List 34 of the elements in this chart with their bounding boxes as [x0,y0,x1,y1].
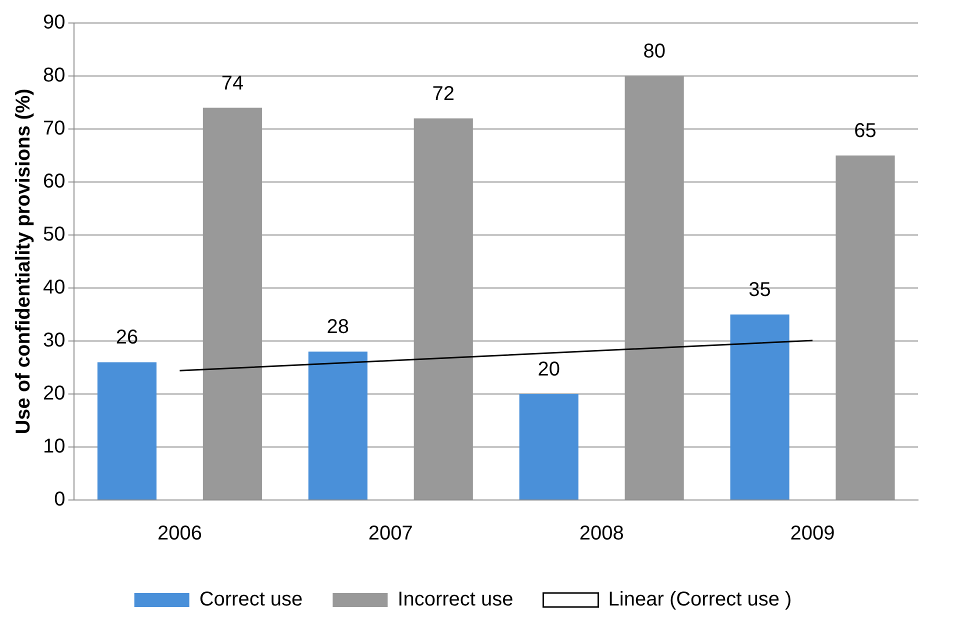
data-label: 72 [432,82,455,105]
legend-label: Correct use [199,588,303,611]
y-tick-label: 10 [42,436,66,458]
y-tick-label: 70 [42,118,66,140]
bar [308,352,368,500]
data-label: 80 [643,40,666,63]
x-tick-label: 2006 [157,522,202,545]
bar [414,118,473,500]
x-tick-label: 2008 [579,522,624,545]
y-tick-label: 20 [42,382,66,405]
y-tick-label: 40 [42,276,66,299]
x-tick-label: 2009 [790,522,835,545]
bar [202,108,262,500]
bar [624,76,684,500]
legend-label: Incorrect use [398,588,514,611]
bar [97,362,157,500]
y-tick-label: 80 [42,64,66,87]
y-tick-label: 50 [42,224,66,246]
y-tick-label: 60 [42,170,66,193]
data-label: 20 [538,358,560,381]
data-label: 74 [221,72,244,94]
data-label: 65 [854,120,876,142]
legend-label: Linear (Correct use ) [608,588,792,611]
bar [836,156,895,500]
y-axis-title: Use of confidentiality provisions (%) [12,88,35,434]
data-label: 28 [326,316,350,338]
data-label: 35 [748,279,771,302]
y-tick-label: 30 [42,330,66,352]
data-label: 26 [116,326,138,349]
y-tick-label: 90 [42,12,66,34]
y-tick-label: 0 [54,488,66,511]
x-tick-label: 2007 [368,522,413,545]
bar [519,394,578,500]
bar [730,314,790,500]
